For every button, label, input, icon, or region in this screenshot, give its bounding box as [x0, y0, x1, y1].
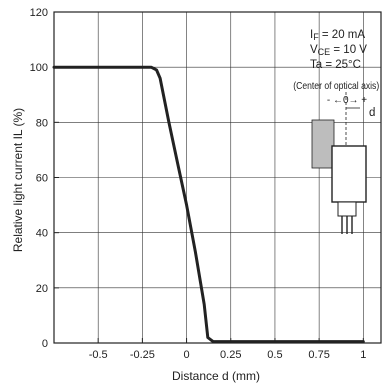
y-tick-label: 80 — [36, 117, 48, 129]
x-tick-label: -0.5 — [89, 349, 108, 361]
conditions-legend: IF = 20 mA VCE = 10 V Ta = 25°C (Center … — [293, 29, 379, 119]
x-tick-label: 0.25 — [220, 349, 241, 361]
y-tick-label: 40 — [36, 228, 48, 240]
x-tick-label: 0.5 — [267, 349, 282, 361]
condition-if: IF = 20 mA — [310, 29, 365, 42]
y-tick-label: 100 — [30, 62, 48, 74]
x-tick-label: -0.25 — [130, 349, 155, 361]
y-axis-title: Relative light current IL (%) — [11, 108, 25, 252]
optical-axis-note: (Center of optical axis) — [293, 80, 379, 91]
sensor-diagram-icon — [311, 92, 367, 234]
tick-labels: 0 20 40 60 80 100 120 -0.5 -0.25 0 0.25 0.5 0.75 1 — [30, 7, 367, 361]
x-axis-title: Distance d (mm) — [172, 369, 260, 383]
d-label: d — [369, 107, 375, 119]
y-tick-label: 0 — [42, 338, 48, 350]
x-tick-label: 0 — [184, 349, 190, 361]
y-tick-label: 120 — [30, 7, 48, 19]
series-line — [52, 65, 365, 344]
zero-marker: - ←0→ + — [327, 95, 367, 106]
y-tick-label: 20 — [36, 283, 48, 295]
condition-ta: Ta = 25°C — [310, 59, 361, 71]
x-tick-label: 0.75 — [308, 349, 329, 361]
y-tick-label: 60 — [36, 173, 48, 185]
series-layer — [52, 65, 365, 344]
x-tick-label: 1 — [360, 349, 366, 361]
condition-vce: VCE = 10 V — [310, 44, 367, 57]
